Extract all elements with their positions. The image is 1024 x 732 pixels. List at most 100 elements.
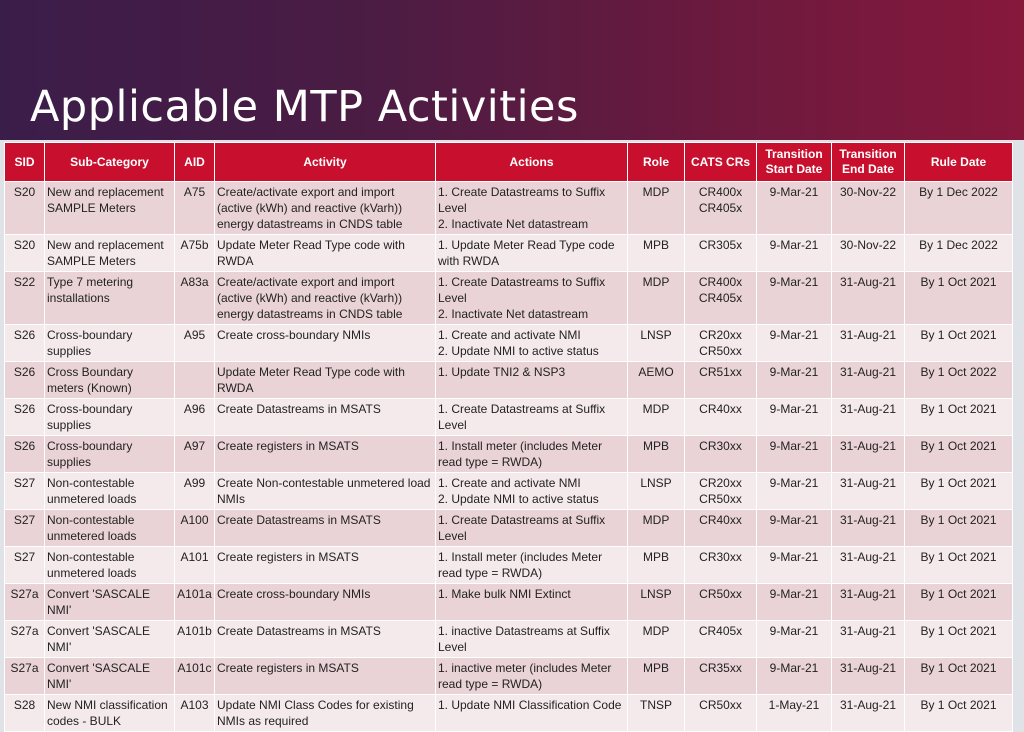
cell-transition-start-date: 9-Mar-21 bbox=[756, 398, 832, 436]
cell-activity: Create Datastreams in MSATS bbox=[214, 620, 436, 658]
slide-header: Applicable MTP Activities bbox=[0, 0, 1024, 140]
cell-actions: 1. Update NMI Classification Code bbox=[435, 694, 628, 732]
cell-rule-date: By 1 Dec 2022 bbox=[904, 234, 1013, 272]
cell-sid: S27 bbox=[4, 472, 45, 510]
cell-actions: 1. Install meter (includes Meter read ty… bbox=[435, 435, 628, 473]
cell-sid: S20 bbox=[4, 234, 45, 272]
cell-transition-start-date: 9-Mar-21 bbox=[756, 546, 832, 584]
cell-rule-date: By 1 Dec 2022 bbox=[904, 181, 1013, 235]
cell-transition-end-date: 31-Aug-21 bbox=[831, 657, 905, 695]
cell-transition-start-date: 9-Mar-21 bbox=[756, 271, 832, 325]
cell-aid: A95 bbox=[174, 324, 215, 362]
cell-transition-end-date: 31-Aug-21 bbox=[831, 620, 905, 658]
cell-role: MPB bbox=[627, 234, 685, 272]
cell-rule-date: By 1 Oct 2021 bbox=[904, 694, 1013, 732]
cell-aid bbox=[174, 361, 215, 399]
cell-sub-category: Cross Boundary meters (Known) bbox=[44, 361, 175, 399]
cell-transition-start-date: 9-Mar-21 bbox=[756, 361, 832, 399]
table-row: S27a Convert 'SASCALE NMI' A101c Create reg… bbox=[4, 657, 1013, 695]
cell-sid: S27 bbox=[4, 546, 45, 584]
col-header-sub-category[interactable]: Sub-Category bbox=[44, 142, 175, 182]
cell-rule-date: By 1 Oct 2022 bbox=[904, 361, 1013, 399]
cell-actions: 1. Create and activate NMI 2. Update NMI… bbox=[435, 472, 628, 510]
col-header-sid[interactable]: SID bbox=[4, 142, 45, 182]
cell-transition-start-date: 9-Mar-21 bbox=[756, 657, 832, 695]
table-row: S20 New and replacement SAMPLE Meters A75b… bbox=[4, 234, 1013, 272]
cell-sub-category: Convert 'SASCALE NMI' bbox=[44, 620, 175, 658]
cell-activity: Create registers in MSATS bbox=[214, 657, 436, 695]
cell-rule-date: By 1 Oct 2021 bbox=[904, 398, 1013, 436]
cell-sid: S26 bbox=[4, 398, 45, 436]
cell-aid: A103 bbox=[174, 694, 215, 732]
col-header-transition-start-date[interactable]: Transition Start Date bbox=[756, 142, 832, 182]
cell-cats-crs: CR35xx bbox=[684, 657, 757, 695]
cell-aid: A101 bbox=[174, 546, 215, 584]
col-header-role[interactable]: Role bbox=[627, 142, 685, 182]
cell-activity: Create registers in MSATS bbox=[214, 435, 436, 473]
col-header-transition-end-date[interactable]: Transition End Date bbox=[831, 142, 905, 182]
cell-cats-crs: CR40xx bbox=[684, 509, 757, 547]
mtp-activities-table: SID Sub-Category AID Activity Actions Ro… bbox=[4, 142, 1013, 732]
cell-sid: S27a bbox=[4, 657, 45, 695]
cell-sub-category: New and replacement SAMPLE Meters bbox=[44, 181, 175, 235]
cell-sub-category: Cross-boundary supplies bbox=[44, 324, 175, 362]
cell-actions: 1. inactive Datastreams at Suffix Level bbox=[435, 620, 628, 658]
table-row: S28 New NMI classification codes - BULK A1… bbox=[4, 694, 1013, 732]
col-header-cats-crs[interactable]: CATS CRs bbox=[684, 142, 757, 182]
cell-actions: 1. Create Datastreams at Suffix Level bbox=[435, 509, 628, 547]
col-header-activity[interactable]: Activity bbox=[214, 142, 436, 182]
cell-sid: S27a bbox=[4, 620, 45, 658]
cell-transition-start-date: 9-Mar-21 bbox=[756, 472, 832, 510]
cell-sid: S27 bbox=[4, 509, 45, 547]
col-header-rule-date[interactable]: Rule Date bbox=[904, 142, 1013, 182]
table-row: S27 Non-contestable unmetered loads A100 Cr… bbox=[4, 509, 1013, 547]
cell-aid: A96 bbox=[174, 398, 215, 436]
cell-transition-start-date: 9-Mar-21 bbox=[756, 234, 832, 272]
cell-aid: A83a bbox=[174, 271, 215, 325]
cell-activity: Create/activate export and import (activ… bbox=[214, 181, 436, 235]
cell-rule-date: By 1 Oct 2021 bbox=[904, 435, 1013, 473]
cell-cats-crs: CR30xx bbox=[684, 546, 757, 584]
cell-aid: A101a bbox=[174, 583, 215, 621]
cell-transition-end-date: 31-Aug-21 bbox=[831, 398, 905, 436]
cell-transition-end-date: 31-Aug-21 bbox=[831, 324, 905, 362]
cell-cats-crs: CR20xx CR50xx bbox=[684, 472, 757, 510]
cell-actions: 1. Create Datastreams to Suffix Level 2.… bbox=[435, 181, 628, 235]
table-row: S26 Cross Boundary meters (Known) Update M… bbox=[4, 361, 1013, 399]
cell-sid: S27a bbox=[4, 583, 45, 621]
cell-cats-crs: CR305x bbox=[684, 234, 757, 272]
cell-transition-end-date: 31-Aug-21 bbox=[831, 361, 905, 399]
col-header-aid[interactable]: AID bbox=[174, 142, 215, 182]
cell-role: LNSP bbox=[627, 472, 685, 510]
cell-rule-date: By 1 Oct 2021 bbox=[904, 509, 1013, 547]
cell-activity: Create cross-boundary NMIs bbox=[214, 583, 436, 621]
cell-cats-crs: CR50xx bbox=[684, 583, 757, 621]
cell-activity: Create Datastreams in MSATS bbox=[214, 398, 436, 436]
cell-cats-crs: CR20xx CR50xx bbox=[684, 324, 757, 362]
table-row: S20 New and replacement SAMPLE Meters A75 C… bbox=[4, 181, 1013, 235]
table-row: S26 Cross-boundary supplies A97 Create regi… bbox=[4, 435, 1013, 473]
cell-rule-date: By 1 Oct 2021 bbox=[904, 546, 1013, 584]
table-row: S26 Cross-boundary supplies A96 Create Data… bbox=[4, 398, 1013, 436]
cell-aid: A99 bbox=[174, 472, 215, 510]
cell-transition-start-date: 9-Mar-21 bbox=[756, 620, 832, 658]
cell-sub-category: Cross-boundary supplies bbox=[44, 435, 175, 473]
cell-sub-category: New NMI classification codes - BULK bbox=[44, 694, 175, 732]
cell-activity: Update Meter Read Type code with RWDA bbox=[214, 234, 436, 272]
cell-activity: Create/activate export and import (activ… bbox=[214, 271, 436, 325]
cell-transition-end-date: 31-Aug-21 bbox=[831, 509, 905, 547]
col-header-actions[interactable]: Actions bbox=[435, 142, 628, 182]
cell-role: MPB bbox=[627, 435, 685, 473]
cell-sub-category: Convert 'SASCALE NMI' bbox=[44, 657, 175, 695]
cell-aid: A75b bbox=[174, 234, 215, 272]
cell-role: MPB bbox=[627, 546, 685, 584]
table-body: S20 New and replacement SAMPLE Meters A75 C… bbox=[4, 181, 1013, 732]
cell-activity: Create Non-contestable unmetered load NM… bbox=[214, 472, 436, 510]
cell-transition-end-date: 31-Aug-21 bbox=[831, 271, 905, 325]
cell-rule-date: By 1 Oct 2021 bbox=[904, 657, 1013, 695]
cell-sub-category: Non-contestable unmetered loads bbox=[44, 546, 175, 584]
cell-transition-end-date: 31-Aug-21 bbox=[831, 546, 905, 584]
cell-actions: 1. Make bulk NMI Extinct bbox=[435, 583, 628, 621]
cell-transition-end-date: 31-Aug-21 bbox=[831, 435, 905, 473]
table-row: S27a Convert 'SASCALE NMI' A101b Create Dat… bbox=[4, 620, 1013, 658]
